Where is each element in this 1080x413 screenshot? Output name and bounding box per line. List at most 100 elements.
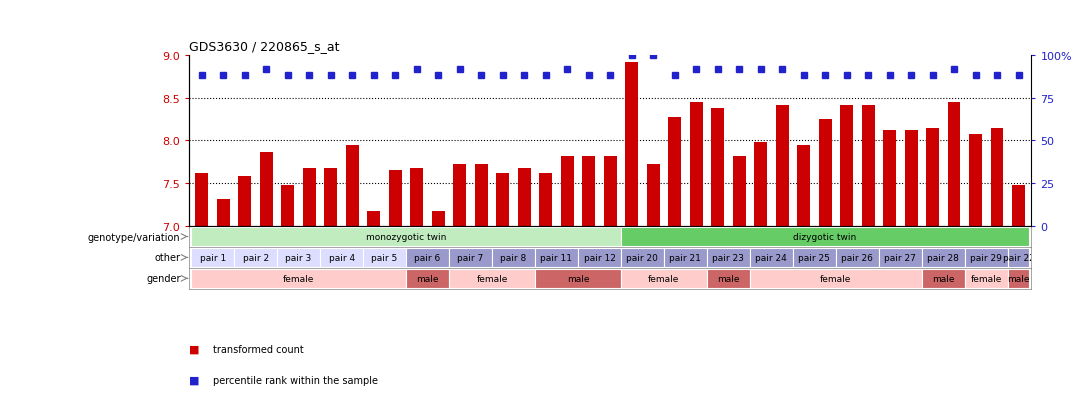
Text: pair 2: pair 2: [243, 253, 269, 262]
Bar: [234, 248, 278, 267]
Bar: [302, 169, 315, 226]
Bar: [707, 269, 750, 288]
Bar: [324, 169, 337, 226]
Bar: [883, 131, 896, 226]
Bar: [775, 105, 788, 226]
Bar: [191, 227, 621, 247]
Bar: [454, 165, 467, 226]
Bar: [389, 171, 402, 226]
Bar: [625, 63, 638, 226]
Bar: [964, 248, 1008, 267]
Bar: [517, 169, 530, 226]
Bar: [260, 152, 273, 226]
Bar: [819, 120, 832, 226]
Bar: [712, 109, 724, 226]
Bar: [367, 211, 380, 226]
Bar: [239, 177, 252, 226]
Bar: [690, 103, 703, 226]
Bar: [969, 134, 982, 226]
Bar: [836, 248, 879, 267]
Bar: [947, 103, 960, 226]
Bar: [664, 248, 707, 267]
Text: pair 22: pair 22: [1002, 253, 1035, 262]
Bar: [449, 269, 535, 288]
Text: ■: ■: [189, 344, 200, 354]
Bar: [363, 248, 406, 267]
Text: pair 1: pair 1: [200, 253, 226, 262]
Bar: [707, 248, 750, 267]
Text: pair 12: pair 12: [583, 253, 616, 262]
Text: male: male: [717, 274, 740, 283]
Bar: [320, 248, 363, 267]
Text: ■: ■: [189, 375, 200, 385]
Bar: [1008, 248, 1029, 267]
Text: percentile rank within the sample: percentile rank within the sample: [213, 375, 378, 385]
Bar: [535, 269, 621, 288]
Text: female: female: [648, 274, 679, 283]
Bar: [927, 128, 939, 226]
Bar: [840, 105, 853, 226]
Text: male: male: [416, 274, 438, 283]
Text: female: female: [820, 274, 851, 283]
Text: pair 3: pair 3: [285, 253, 312, 262]
Bar: [732, 157, 745, 226]
Bar: [621, 269, 707, 288]
Text: pair 7: pair 7: [458, 253, 484, 262]
Bar: [475, 165, 488, 226]
Bar: [282, 185, 294, 226]
Bar: [406, 248, 449, 267]
Text: pair 24: pair 24: [756, 253, 787, 262]
Bar: [862, 105, 875, 226]
Text: pair 11: pair 11: [540, 253, 572, 262]
Bar: [750, 248, 793, 267]
Bar: [922, 248, 964, 267]
Bar: [195, 173, 208, 226]
Text: pair 6: pair 6: [415, 253, 441, 262]
Bar: [492, 248, 535, 267]
Text: pair 23: pair 23: [713, 253, 744, 262]
Bar: [750, 269, 922, 288]
Text: other: other: [154, 253, 180, 263]
Text: pair 20: pair 20: [626, 253, 659, 262]
Text: pair 21: pair 21: [670, 253, 701, 262]
Text: male: male: [567, 274, 590, 283]
Text: pair 5: pair 5: [372, 253, 397, 262]
Bar: [647, 165, 660, 226]
Text: pair 25: pair 25: [798, 253, 831, 262]
Text: dizygotic twin: dizygotic twin: [794, 233, 856, 242]
Text: pair 28: pair 28: [928, 253, 959, 262]
Bar: [410, 169, 423, 226]
Bar: [346, 145, 359, 226]
Bar: [1008, 269, 1029, 288]
Bar: [621, 227, 1029, 247]
Text: female: female: [476, 274, 508, 283]
Bar: [535, 248, 578, 267]
Text: monozygotic twin: monozygotic twin: [366, 233, 446, 242]
Text: pair 4: pair 4: [328, 253, 354, 262]
Bar: [754, 143, 767, 226]
Text: pair 29: pair 29: [970, 253, 1002, 262]
Bar: [561, 157, 573, 226]
Bar: [406, 269, 449, 288]
Bar: [879, 248, 922, 267]
Bar: [793, 248, 836, 267]
Text: genotype/variation: genotype/variation: [87, 232, 180, 242]
Bar: [797, 145, 810, 226]
Bar: [497, 173, 509, 226]
Text: GDS3630 / 220865_s_at: GDS3630 / 220865_s_at: [189, 40, 339, 53]
Bar: [578, 248, 621, 267]
Text: gender: gender: [146, 274, 180, 284]
Bar: [669, 117, 681, 226]
Bar: [582, 157, 595, 226]
Bar: [191, 269, 406, 288]
Text: transformed count: transformed count: [213, 344, 303, 354]
Bar: [1012, 185, 1025, 226]
Bar: [217, 199, 230, 226]
Bar: [539, 173, 552, 226]
Bar: [621, 248, 664, 267]
Text: female: female: [283, 274, 314, 283]
Bar: [990, 128, 1003, 226]
Bar: [964, 269, 1008, 288]
Text: female: female: [971, 274, 1002, 283]
Text: pair 27: pair 27: [885, 253, 916, 262]
